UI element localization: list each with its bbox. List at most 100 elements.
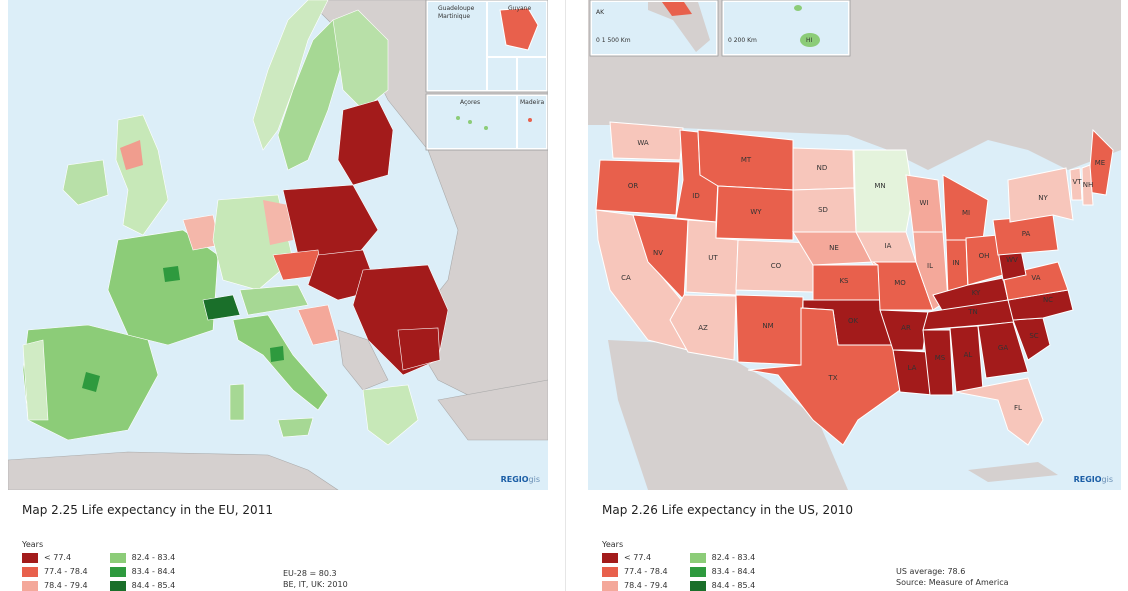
state-tx — [747, 307, 901, 446]
swatch-icon — [689, 566, 706, 577]
state-label-mn: MN — [874, 182, 885, 190]
uk — [115, 114, 169, 236]
state-label-or: OR — [628, 182, 639, 190]
state-label-ms: MS — [935, 354, 946, 362]
spain-dark — [82, 372, 100, 392]
italy — [232, 314, 329, 411]
eu-legend-title: Years — [22, 540, 44, 549]
turkey — [437, 379, 548, 441]
state-vt — [1069, 167, 1083, 201]
mexico — [608, 340, 848, 490]
state-label-ar: AR — [901, 324, 911, 332]
switzerland — [202, 294, 241, 321]
swatch-icon — [109, 580, 126, 591]
us-legend: Years < 77.4 77.4 - 78.4 78.4 - 79.4 82.… — [602, 540, 755, 591]
us-legend-title: Years — [602, 540, 624, 549]
balkans — [337, 329, 389, 391]
sicily — [277, 417, 314, 438]
eu-legend-item: 83.4 - 84.4 — [109, 566, 175, 577]
state-label-nc: NC — [1043, 296, 1053, 304]
eu-legend-item: 78.4 - 79.4 — [22, 580, 88, 591]
eu-map: Guadeloupe Martinique Guyane Açores Made… — [8, 0, 548, 490]
us-legend-item: 77.4 - 78.4 — [602, 566, 668, 577]
state-mi — [942, 174, 989, 241]
baltics — [337, 99, 394, 186]
state-label-mi: MI — [962, 209, 970, 217]
swatch-icon — [689, 580, 706, 591]
state-label-oh: OH — [979, 252, 990, 260]
eu-legend-item: 82.4 - 83.4 — [109, 552, 175, 563]
eu-map-caption: Map 2.25 Life expectancy in the EU, 2011 — [22, 503, 273, 517]
eu-legend-item: 84.4 - 85.4 — [109, 580, 175, 591]
swatch-icon — [602, 566, 618, 577]
state-or — [595, 159, 681, 216]
state-label-nm: NM — [762, 322, 773, 330]
swatch-icon — [689, 552, 706, 563]
state-label-la: LA — [908, 364, 917, 372]
state-nm — [735, 294, 804, 366]
state-ms — [922, 329, 954, 396]
us-note: US average: 78.6 Source: Measure of Amer… — [896, 567, 1009, 587]
swatch-icon — [109, 552, 126, 563]
eu-regio-credit: REGIOgis — [500, 475, 540, 484]
inset-label-acores: Açores — [460, 99, 480, 106]
state-mn — [853, 149, 914, 233]
italy-dark — [270, 346, 284, 362]
state-label-tn: TN — [967, 308, 978, 316]
state-label-ga: GA — [998, 344, 1008, 352]
state-ga — [977, 321, 1029, 379]
portugal — [22, 339, 49, 421]
state-label-ky: KY — [972, 289, 981, 297]
greece — [362, 384, 419, 446]
us-legend-item: 78.4 - 79.4 — [602, 580, 668, 591]
scale-hi: 0 200 Km — [728, 37, 757, 44]
state-label-tx: TX — [827, 374, 837, 382]
bulgaria — [397, 327, 441, 371]
state-label-il: IL — [927, 262, 933, 270]
state-label-wa: WA — [637, 139, 649, 147]
state-label-fl: FL — [1014, 404, 1022, 412]
us-legend-item: 82.4 - 83.4 — [689, 552, 755, 563]
eu-legend: Years < 77.4 77.4 - 78.4 78.4 - 79.4 82.… — [22, 540, 175, 591]
state-label-ks: KS — [839, 277, 849, 285]
inset-label-madeira: Madeira — [520, 99, 544, 106]
swatch-icon — [109, 566, 126, 577]
state-label-in: IN — [952, 259, 959, 267]
croatia — [297, 304, 339, 346]
state-az — [669, 294, 737, 361]
scale-ak: 0 1 500 Km — [596, 37, 631, 44]
canada-south — [588, 40, 1121, 170]
state-wy — [715, 185, 794, 241]
state-ny — [1007, 167, 1074, 223]
state-label-sd: SD — [818, 206, 828, 214]
alps — [239, 284, 309, 316]
us-legend-item: < 77.4 — [602, 552, 668, 563]
swatch-icon — [22, 580, 38, 591]
state-label-id: ID — [692, 192, 699, 200]
panel-divider — [565, 0, 566, 591]
state-label-wi: WI — [920, 199, 929, 207]
state-label-ne: NE — [829, 244, 839, 252]
eu-legend-item: 77.4 - 78.4 — [22, 566, 88, 577]
inset-label-martinique: Martinique — [438, 13, 470, 20]
inset-label-ak: AK — [596, 9, 605, 16]
eu-note: EU-28 = 80.3 BE, IT, UK: 2010 — [283, 569, 348, 589]
state-label-pa: PA — [1022, 230, 1031, 238]
state-ar — [879, 309, 929, 351]
state-label-ia: IA — [885, 242, 892, 250]
state-label-al: AL — [964, 351, 973, 359]
north-africa — [8, 451, 339, 490]
state-label-ny: NY — [1038, 194, 1048, 202]
state-label-nv: NV — [653, 249, 663, 257]
swatch-icon — [602, 580, 618, 591]
inset-label-guadeloupe: Guadeloupe — [438, 5, 475, 12]
state-mo — [871, 261, 934, 311]
us-legend-item: 84.4 - 85.4 — [689, 580, 755, 591]
state-label-az: AZ — [698, 324, 708, 332]
state-label-wy: WY — [750, 208, 762, 216]
germany-east — [263, 200, 293, 245]
state-label-nd: ND — [817, 164, 828, 172]
swatch-icon — [602, 552, 618, 563]
inset-label-hi: HI — [806, 37, 813, 44]
sweden — [277, 19, 344, 171]
